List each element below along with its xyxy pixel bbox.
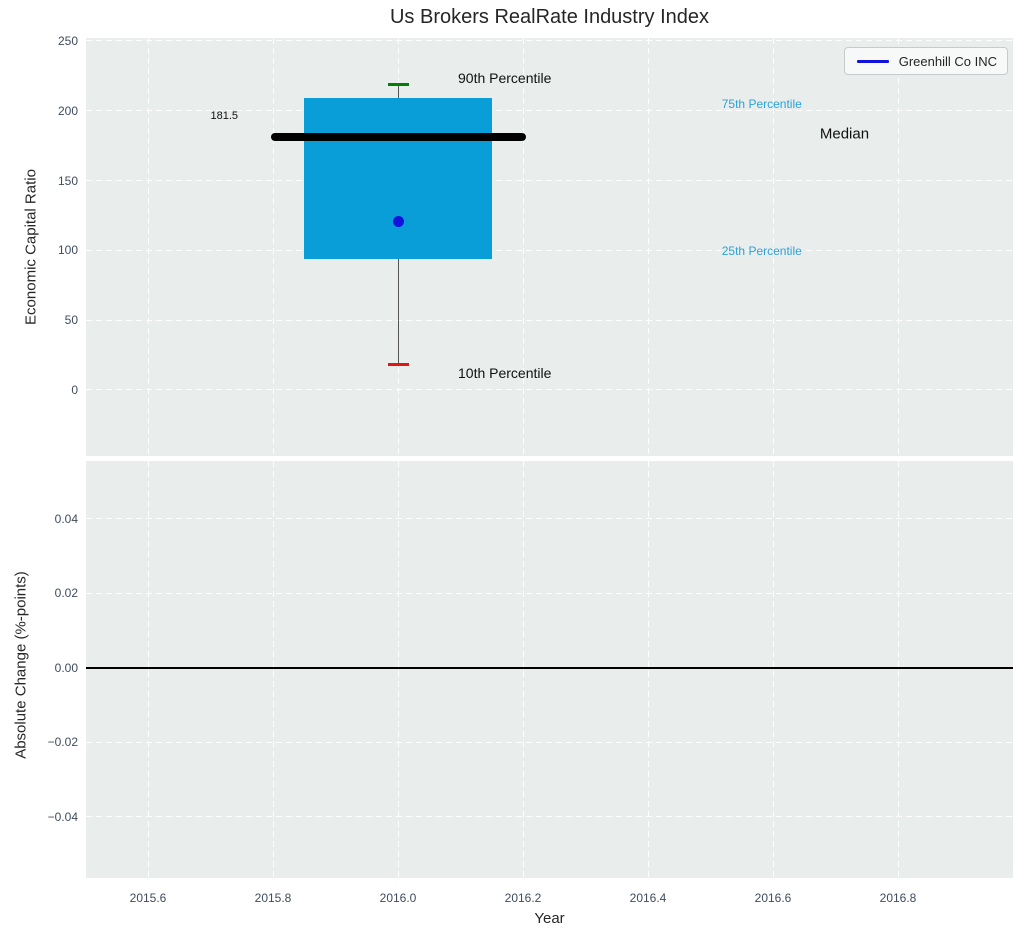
gridline-vertical [522, 461, 524, 878]
gridline-vertical [897, 461, 899, 878]
bottom-subplot [86, 461, 1013, 878]
y-tick-label: 0 [71, 382, 78, 397]
y-tick-label: 200 [57, 103, 78, 118]
x-tick-label: 2016.6 [754, 891, 792, 905]
gridline-vertical [647, 461, 649, 878]
gridline-vertical [522, 38, 524, 456]
gridline-vertical [772, 38, 774, 456]
annotation: 25th Percentile [721, 244, 802, 259]
gridline-horizontal [86, 180, 1013, 182]
gridline-vertical [272, 38, 274, 456]
annotation: 90th Percentile [458, 70, 552, 87]
legend-label: Greenhill Co INC [898, 53, 997, 69]
y-tick-label: 50 [64, 313, 78, 328]
gridline-horizontal [86, 518, 1013, 520]
gridline-horizontal [86, 592, 1013, 594]
gridline-horizontal [86, 816, 1013, 818]
gridline-vertical [147, 38, 149, 456]
y-tick-label: 0.02 [54, 586, 78, 601]
gridline-horizontal [86, 389, 1013, 391]
top-subplot: Greenhill Co INC 181.5 90th Percentile 75t… [86, 38, 1013, 456]
x-tick-label: 2016.4 [629, 891, 667, 905]
gridline-horizontal [86, 40, 1013, 42]
legend-line-icon [856, 59, 889, 63]
y-tick-label: 100 [57, 243, 78, 258]
y-tick-label: −0.02 [47, 735, 78, 750]
gridline-vertical [397, 461, 399, 878]
boxplot-median-line [270, 132, 526, 141]
chart-title: Us Brokers RealRate Industry Index [389, 6, 710, 28]
gridline-vertical [147, 461, 149, 878]
x-axis-label: Year [534, 910, 565, 927]
boxplot-box [303, 98, 493, 259]
annotation: 181.5 [210, 110, 238, 123]
y-tick-label: 250 [57, 33, 78, 48]
gridline-horizontal [86, 249, 1013, 251]
y-tick-label: 0.00 [54, 660, 78, 675]
gridline-horizontal [86, 110, 1013, 112]
boxplot-cap-10th [387, 363, 409, 367]
zero-line [86, 666, 1013, 669]
legend: Greenhill Co INC [843, 47, 1008, 75]
y-tick-label: −0.04 [47, 809, 78, 824]
gridline-vertical [772, 461, 774, 878]
y-tick-label: 0.04 [54, 511, 78, 526]
x-tick-label: 2016.0 [379, 891, 417, 905]
gridline-horizontal [86, 319, 1013, 321]
boxplot-cap-90th [387, 82, 409, 86]
gridline-vertical [647, 38, 649, 456]
annotation: 10th Percentile [458, 364, 552, 381]
gridline-horizontal [86, 741, 1013, 743]
company-data-point [392, 215, 404, 227]
gridline-vertical [272, 461, 274, 878]
annotation: 75th Percentile [721, 97, 802, 112]
x-tick-label: 2016.2 [504, 891, 542, 905]
gridline-vertical [897, 38, 899, 456]
y-tick-label: 150 [57, 173, 78, 188]
annotation: Median [819, 125, 870, 143]
x-tick-label: 2015.8 [254, 891, 292, 905]
x-tick-label: 2016.8 [879, 891, 917, 905]
x-tick-label: 2015.6 [129, 891, 167, 905]
